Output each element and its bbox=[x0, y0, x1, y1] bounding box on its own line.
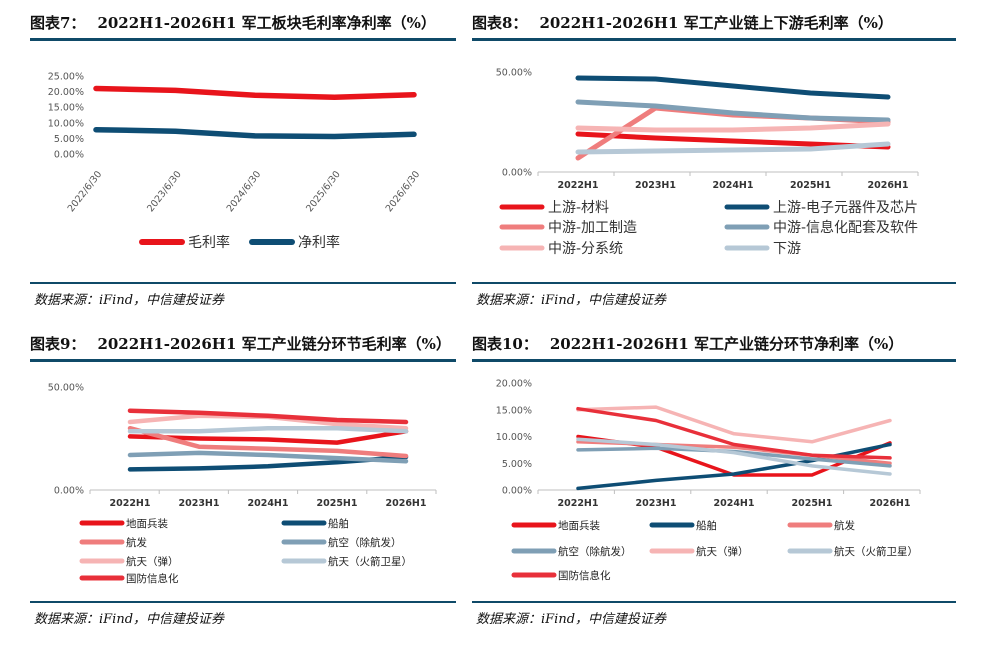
chart-panel-7: 图表7： 2022H1-2026H1 军工板块毛利率净利率（%） 25.00% 20… bbox=[30, 12, 456, 312]
y-tick-label: 5.00% bbox=[502, 459, 532, 470]
x-tick-label: 2023H1 bbox=[635, 180, 676, 191]
y-tick-label: 25.00% bbox=[48, 72, 84, 83]
chart-10: 20.00% 15.00% 10.00% 5.00% 0.00% 2022H1 2023H1… bbox=[496, 379, 921, 582]
legend-label: 航天（弹） bbox=[126, 555, 179, 568]
y-tick-label: 20.00% bbox=[496, 379, 532, 390]
x-tick-label: 2025H1 bbox=[316, 498, 357, 509]
legend-label: 净利率 bbox=[298, 234, 340, 251]
x-tick-label: 2025/6/30 bbox=[304, 169, 343, 214]
series-line-5 bbox=[576, 405, 892, 444]
legend-label: 航天（火箭卫星） bbox=[834, 545, 918, 558]
chart-title-9: 图表9： 2022H1-2026H1 军工产业链分环节毛利率（%） bbox=[30, 335, 451, 353]
x-tick-label: 2026H1 bbox=[385, 498, 426, 509]
series-line-1 bbox=[127, 429, 409, 445]
legend-label: 国防信息化 bbox=[126, 572, 179, 585]
y-tick-label: 10.00% bbox=[496, 432, 532, 443]
source-rule bbox=[30, 282, 456, 284]
source-note: 数据来源：iFind，中信建投证券 bbox=[34, 612, 225, 627]
source-rule bbox=[472, 601, 956, 603]
legend-label: 航发 bbox=[126, 536, 147, 549]
x-tick-label: 2022H1 bbox=[557, 498, 598, 509]
series-line-3 bbox=[127, 425, 409, 459]
chart-panel-8: 图表8： 2022H1-2026H1 军工产业链上下游毛利率（%） 50.00% 0… bbox=[472, 12, 956, 312]
legend-label: 地面兵装 bbox=[126, 517, 168, 530]
x-tick-label: 2022/6/30 bbox=[66, 169, 105, 214]
legend-label: 船舶 bbox=[696, 519, 717, 532]
series-line-6 bbox=[576, 437, 892, 476]
legend-label: 航发 bbox=[834, 519, 855, 532]
legend-label: 下游 bbox=[773, 241, 801, 257]
x-tick-label: 2023H1 bbox=[178, 498, 219, 509]
y-tick-label: 0.00% bbox=[54, 486, 84, 497]
y-tick-label: 50.00% bbox=[48, 383, 84, 394]
legend-label: 地面兵装 bbox=[558, 519, 600, 532]
legend-label: 航空（除航发） bbox=[558, 545, 632, 558]
series-line-4 bbox=[575, 99, 891, 123]
y-tick-label: 15.00% bbox=[496, 405, 532, 416]
chart-7: 25.00% 20.00% 15.00% 10.00% 5.00% 0.00% 2022/6… bbox=[48, 72, 423, 252]
series-line-7 bbox=[127, 408, 409, 425]
chart-title-7: 图表7： 2022H1-2026H1 军工板块毛利率净利率（%） bbox=[30, 14, 436, 32]
title-rule bbox=[472, 38, 956, 41]
series-line-2 bbox=[93, 126, 417, 140]
chart-9: 50.00% 0.00% 2022H1 2023H1 2024H1 2025H1 2026H… bbox=[48, 383, 437, 585]
x-tick-label: 2022H1 bbox=[109, 498, 150, 509]
x-tick-label: 2026H1 bbox=[869, 498, 910, 509]
x-tick-label: 2024H1 bbox=[712, 180, 753, 191]
legend-label: 上游-材料 bbox=[548, 200, 609, 216]
legend-label: 中游-分系统 bbox=[548, 241, 623, 257]
series-line-4 bbox=[127, 450, 409, 464]
title-rule bbox=[30, 359, 456, 362]
source-rule bbox=[30, 601, 456, 603]
x-tick-label: 2025H1 bbox=[791, 498, 832, 509]
y-tick-label: 5.00% bbox=[54, 134, 84, 145]
legend-label: 航天（弹） bbox=[696, 545, 749, 558]
y-tick-label: 0.00% bbox=[54, 150, 84, 161]
x-tick-label: 2023H1 bbox=[635, 498, 676, 509]
chart-panel-10: 图表10： 2022H1-2026H1 军工产业链分环节净利率（%） 20.00%… bbox=[472, 333, 956, 633]
series-line-6 bbox=[575, 141, 891, 155]
chart-8: 50.00% 0.00% 2022H1 2023H1 2024H1 2025H1 2026H… bbox=[496, 68, 919, 257]
legend-label: 中游-加工制造 bbox=[548, 220, 637, 236]
legend-label: 中游-信息化配套及软件 bbox=[773, 219, 918, 236]
source-note: 数据来源：iFind，中信建投证券 bbox=[476, 293, 667, 308]
source-note: 数据来源：iFind，中信建投证券 bbox=[476, 612, 667, 627]
x-tick-label: 2023/6/30 bbox=[145, 169, 184, 214]
legend-label: 上游-电子元器件及芯片 bbox=[773, 200, 918, 216]
x-tick-label: 2024H1 bbox=[247, 498, 288, 509]
y-tick-label: 0.00% bbox=[502, 168, 532, 179]
title-rule bbox=[30, 38, 456, 41]
series-line-5 bbox=[575, 121, 891, 133]
x-tick-label: 2022H1 bbox=[557, 180, 598, 191]
legend-label: 船舶 bbox=[328, 517, 349, 530]
chart-title-8: 图表8： 2022H1-2026H1 军工产业链上下游毛利率（%） bbox=[472, 14, 893, 32]
chart-title-10: 图表10： 2022H1-2026H1 军工产业链分环节净利率（%） bbox=[472, 335, 904, 353]
y-tick-label: 50.00% bbox=[496, 68, 532, 79]
x-tick-label: 2024H1 bbox=[713, 498, 754, 509]
source-rule bbox=[472, 282, 956, 284]
series-line-2 bbox=[575, 75, 891, 100]
legend-label: 国防信息化 bbox=[558, 569, 611, 582]
y-tick-label: 10.00% bbox=[48, 118, 84, 129]
source-note: 数据来源：iFind，中信建投证券 bbox=[34, 293, 225, 308]
y-tick-label: 20.00% bbox=[48, 87, 84, 98]
x-tick-label: 2024/6/30 bbox=[225, 169, 264, 214]
legend-label: 毛利率 bbox=[188, 234, 230, 251]
x-tick-label: 2025H1 bbox=[790, 180, 831, 191]
series-line-1 bbox=[93, 85, 417, 100]
series-line-7 bbox=[576, 406, 892, 460]
x-tick-label: 2026/6/30 bbox=[384, 169, 423, 214]
chart-panel-9: 图表9： 2022H1-2026H1 军工产业链分环节毛利率（%） 50.00% 0… bbox=[30, 333, 456, 633]
x-tick-label: 2026H1 bbox=[867, 180, 908, 191]
legend-label: 航空（除航发） bbox=[328, 536, 402, 549]
title-rule bbox=[472, 359, 956, 362]
y-tick-label: 15.00% bbox=[48, 103, 84, 114]
legend-label: 航天（火箭卫星） bbox=[328, 555, 412, 568]
series-line-6 bbox=[127, 425, 409, 434]
y-tick-label: 0.00% bbox=[502, 486, 532, 497]
